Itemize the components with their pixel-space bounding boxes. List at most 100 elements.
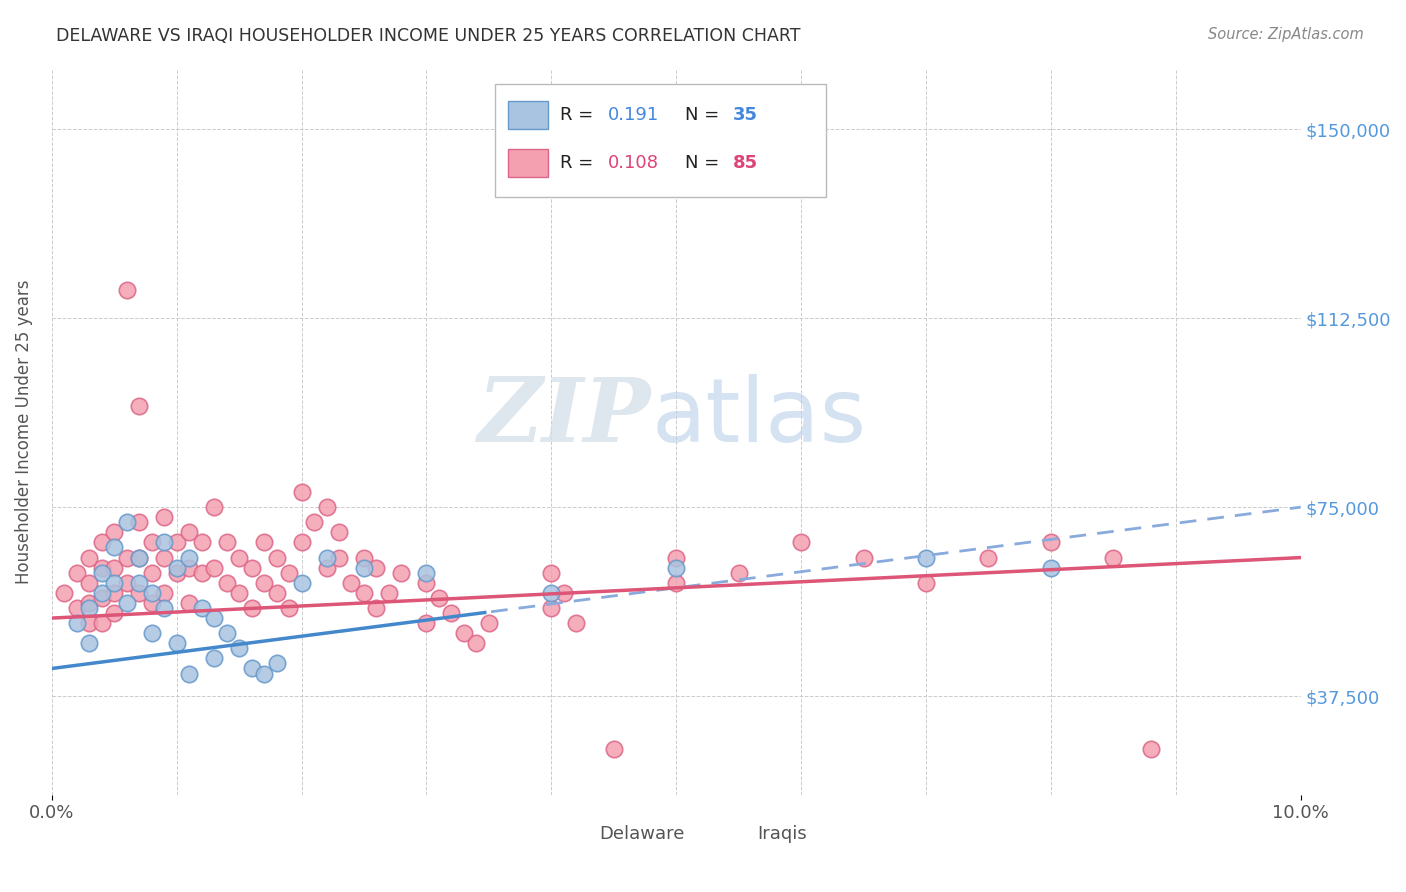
Text: atlas: atlas	[651, 374, 866, 460]
Point	[153, 550, 176, 565]
Text: 35: 35	[733, 106, 758, 124]
Point	[179, 550, 201, 565]
Text: 0.191: 0.191	[607, 106, 659, 124]
FancyBboxPatch shape	[495, 85, 827, 197]
Point	[90, 560, 112, 574]
Point	[190, 601, 212, 615]
Point	[66, 616, 89, 631]
Point	[340, 575, 363, 590]
Point	[103, 586, 125, 600]
Point	[540, 601, 562, 615]
Point	[115, 575, 138, 590]
Point	[1039, 535, 1062, 549]
Point	[790, 535, 813, 549]
Point	[278, 601, 301, 615]
Point	[215, 626, 238, 640]
Point	[103, 606, 125, 620]
Point	[565, 616, 588, 631]
Text: N =: N =	[685, 154, 725, 172]
Point	[179, 596, 201, 610]
Point	[315, 500, 337, 515]
Point	[202, 500, 225, 515]
Point	[228, 586, 250, 600]
FancyBboxPatch shape	[508, 101, 547, 128]
Point	[253, 535, 276, 549]
Point	[228, 550, 250, 565]
Point	[415, 575, 437, 590]
Point	[228, 641, 250, 656]
Point	[77, 596, 100, 610]
Point	[115, 550, 138, 565]
Point	[128, 516, 150, 530]
Point	[215, 535, 238, 549]
Point	[90, 616, 112, 631]
Point	[290, 485, 312, 500]
Point	[128, 550, 150, 565]
Point	[415, 616, 437, 631]
Point	[391, 566, 413, 580]
Point	[128, 550, 150, 565]
Point	[77, 550, 100, 565]
Text: N =: N =	[685, 106, 725, 124]
Point	[103, 525, 125, 540]
Point	[141, 586, 163, 600]
Point	[540, 586, 562, 600]
Point	[266, 550, 288, 565]
Point	[128, 575, 150, 590]
Point	[378, 586, 401, 600]
Point	[353, 586, 375, 600]
Text: Iraqis: Iraqis	[758, 825, 807, 844]
Point	[1139, 742, 1161, 756]
Point	[141, 566, 163, 580]
Point	[103, 541, 125, 555]
Point	[315, 560, 337, 574]
Point	[665, 560, 688, 574]
Point	[478, 616, 501, 631]
Point	[179, 666, 201, 681]
Point	[915, 550, 938, 565]
Point	[415, 566, 437, 580]
Point	[302, 516, 325, 530]
Point	[115, 284, 138, 298]
FancyBboxPatch shape	[561, 827, 589, 842]
Text: R =: R =	[560, 154, 599, 172]
Point	[665, 550, 688, 565]
Point	[266, 657, 288, 671]
Point	[77, 601, 100, 615]
Point	[353, 550, 375, 565]
Point	[202, 651, 225, 665]
Point	[215, 575, 238, 590]
Point	[190, 535, 212, 549]
Point	[166, 636, 188, 650]
Point	[115, 516, 138, 530]
Point	[128, 586, 150, 600]
Point	[141, 596, 163, 610]
Text: R =: R =	[560, 106, 599, 124]
Point	[153, 601, 176, 615]
Point	[977, 550, 1000, 565]
Point	[253, 575, 276, 590]
Text: Source: ZipAtlas.com: Source: ZipAtlas.com	[1208, 27, 1364, 42]
Point	[90, 566, 112, 580]
Y-axis label: Householder Income Under 25 years: Householder Income Under 25 years	[15, 279, 32, 583]
Text: ZIP: ZIP	[478, 374, 651, 460]
Point	[90, 535, 112, 549]
Text: DELAWARE VS IRAQI HOUSEHOLDER INCOME UNDER 25 YEARS CORRELATION CHART: DELAWARE VS IRAQI HOUSEHOLDER INCOME UND…	[56, 27, 801, 45]
Point	[128, 400, 150, 414]
Point	[77, 636, 100, 650]
Point	[90, 591, 112, 605]
Point	[103, 560, 125, 574]
Point	[290, 575, 312, 590]
Point	[366, 601, 388, 615]
Point	[66, 601, 89, 615]
Point	[852, 550, 875, 565]
Point	[153, 535, 176, 549]
Point	[153, 586, 176, 600]
Point	[266, 586, 288, 600]
Text: 0.108: 0.108	[607, 154, 658, 172]
Point	[465, 636, 488, 650]
Point	[366, 560, 388, 574]
Point	[553, 586, 575, 600]
Point	[915, 575, 938, 590]
Point	[77, 616, 100, 631]
